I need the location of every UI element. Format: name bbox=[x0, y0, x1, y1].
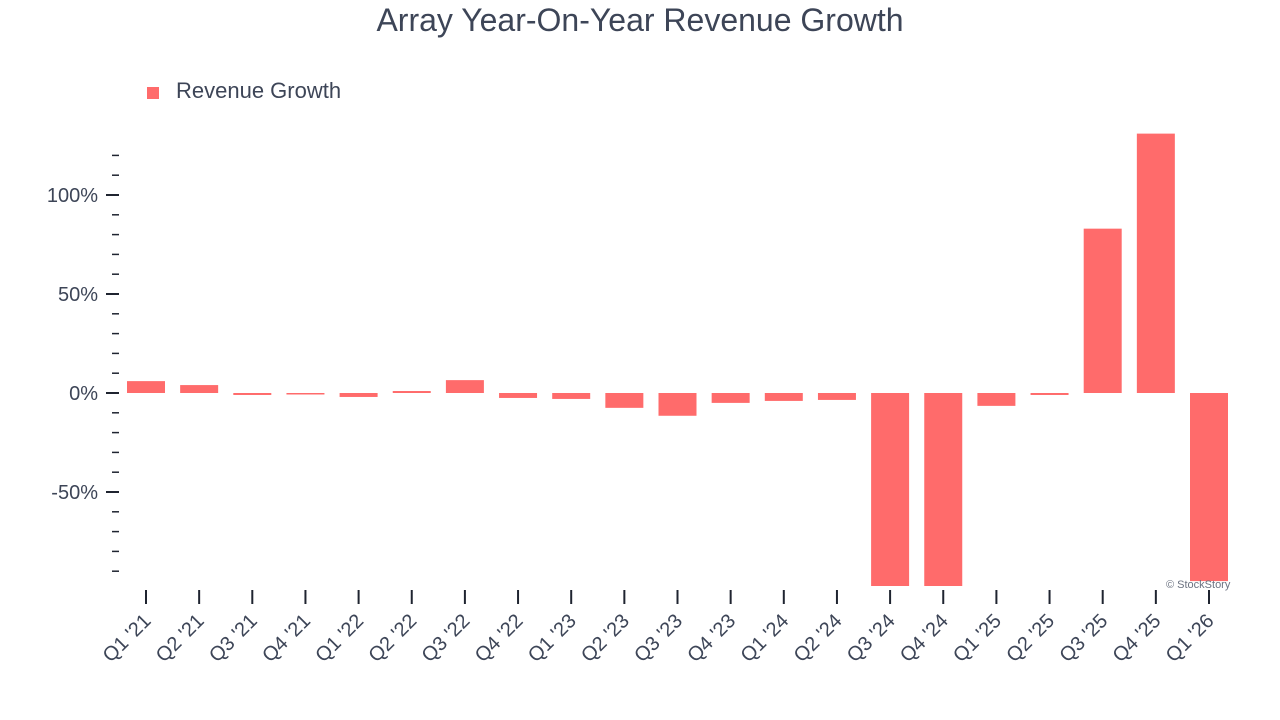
x-tick-label: Q1 '22 bbox=[311, 610, 368, 667]
x-tick-label: Q1 '21 bbox=[99, 610, 156, 667]
x-tick-label: Q4 '23 bbox=[683, 610, 740, 667]
bar bbox=[445, 380, 484, 393]
bar bbox=[711, 393, 750, 403]
y-tick-label: -50% bbox=[51, 482, 98, 504]
bar bbox=[180, 385, 219, 393]
x-tick-label: Q4 '21 bbox=[258, 610, 315, 667]
bar bbox=[1083, 228, 1122, 393]
bar bbox=[605, 393, 644, 408]
bar bbox=[233, 393, 272, 395]
x-tick-label: Q1 '24 bbox=[737, 610, 794, 667]
x-tick-label: Q3 '25 bbox=[1055, 610, 1112, 667]
chart-title: Array Year-On-Year Revenue Growth bbox=[376, 2, 904, 38]
x-tick-label: Q2 '24 bbox=[790, 610, 847, 667]
bar bbox=[1030, 393, 1069, 395]
bar bbox=[552, 393, 591, 399]
bar bbox=[764, 393, 803, 401]
x-tick-label: Q1 '26 bbox=[1162, 610, 1219, 667]
x-tick-label: Q2 '22 bbox=[364, 610, 421, 667]
y-tick-label: 0% bbox=[69, 383, 98, 405]
x-tick-label: Q2 '21 bbox=[152, 610, 209, 667]
bar bbox=[658, 393, 697, 416]
x-tick-label: Q2 '23 bbox=[577, 610, 634, 667]
bar bbox=[286, 393, 325, 395]
bar bbox=[871, 393, 910, 586]
x-tick-label: Q4 '22 bbox=[471, 610, 528, 667]
x-tick-label: Q1 '23 bbox=[524, 610, 581, 667]
y-tick-label: 100% bbox=[47, 185, 98, 207]
bar bbox=[1136, 133, 1175, 393]
x-tick-label: Q3 '24 bbox=[843, 610, 900, 667]
x-tick-label: Q3 '22 bbox=[418, 610, 475, 667]
bar bbox=[817, 393, 856, 400]
legend-label: Revenue Growth bbox=[176, 78, 342, 103]
bar bbox=[127, 381, 165, 393]
x-tick-label: Q3 '23 bbox=[630, 610, 687, 667]
bar bbox=[924, 393, 963, 586]
bar bbox=[392, 391, 431, 393]
legend: Revenue Growth bbox=[147, 78, 341, 104]
x-tick-label: Q2 '25 bbox=[1002, 610, 1059, 667]
y-axis: -50% 0% 50% 100% bbox=[47, 154, 119, 572]
x-tick-label: Q4 '25 bbox=[1109, 610, 1166, 667]
legend-swatch bbox=[147, 86, 159, 99]
y-tick-label: 50% bbox=[58, 284, 98, 306]
bar bbox=[499, 393, 538, 398]
bar bbox=[1190, 393, 1228, 582]
x-tick-label: Q1 '25 bbox=[949, 610, 1006, 667]
x-tick-label: Q4 '24 bbox=[896, 610, 953, 667]
bars bbox=[127, 133, 1228, 586]
bar bbox=[339, 393, 378, 397]
bar bbox=[977, 393, 1016, 406]
x-tick-label: Q3 '21 bbox=[205, 610, 262, 667]
watermark: © StockStory bbox=[1166, 579, 1231, 591]
